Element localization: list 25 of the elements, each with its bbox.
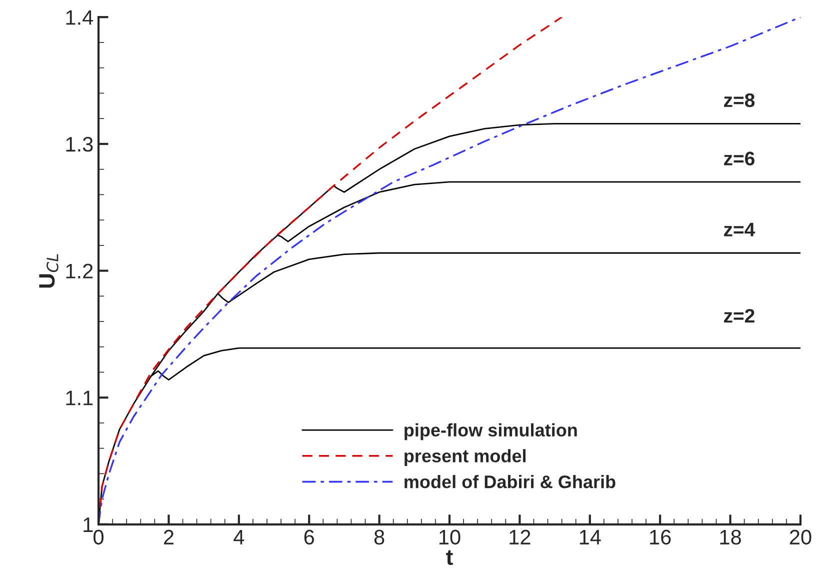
y-tick-label: 1.4 xyxy=(66,10,94,25)
annotation: z=4 xyxy=(724,222,756,236)
legend-label: present model xyxy=(404,449,526,466)
x-tick-label: 18 xyxy=(720,530,741,545)
x-tick-label: 14 xyxy=(580,530,601,544)
y-tick-label: 1.2 xyxy=(66,264,93,278)
x-tick-label: 4 xyxy=(234,530,244,544)
legend-label: model of Dabiri & Gharib xyxy=(404,474,616,488)
annotation: z=6 xyxy=(724,152,754,166)
x-tick-label: 16 xyxy=(650,530,671,545)
x-tick-label: 8 xyxy=(374,530,384,545)
legend-label: pipe-flow simulation xyxy=(404,423,577,440)
x-axis-title: t xyxy=(446,550,453,565)
annotation: z=8 xyxy=(724,93,755,108)
y-tick-label: 1.3 xyxy=(66,136,93,152)
y-axis-title: U$_{CL}$ xyxy=(39,254,58,288)
y-tick-label: 1 xyxy=(84,518,93,532)
x-tick-label: 0 xyxy=(94,530,104,545)
x-tick-label: 10 xyxy=(440,530,460,545)
x-tick-label: 12 xyxy=(510,530,530,544)
annotation: z=2 xyxy=(724,308,754,323)
x-tick-label: 6 xyxy=(304,530,314,545)
x-tick-label: 20 xyxy=(790,530,812,545)
y-tick-label: 1.1 xyxy=(66,390,93,406)
x-tick-label: 2 xyxy=(164,530,174,544)
